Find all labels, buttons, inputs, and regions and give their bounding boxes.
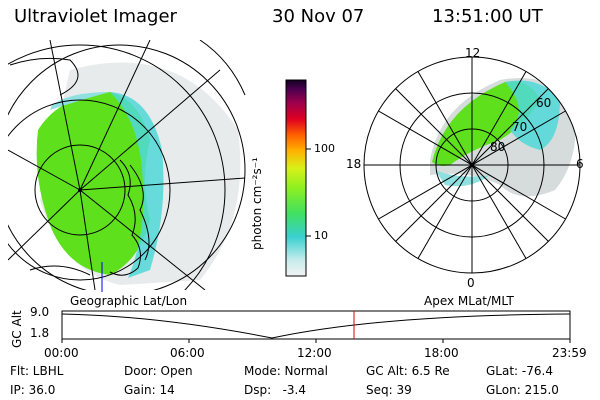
glat-info: GLat: -76.4 <box>486 364 553 378</box>
mlt-label-18: 18 <box>346 157 362 171</box>
lat-label-80: 80 <box>490 140 506 154</box>
mode-info: Mode: Normal <box>244 364 328 378</box>
timeline-xtick-0000: 00:00 <box>44 346 79 360</box>
door-info: Door: Open <box>124 364 193 378</box>
time-label: 13:51:00 UT <box>432 6 543 27</box>
instrument-title: Ultraviolet Imager <box>14 6 177 27</box>
ip-info: IP: 36.0 <box>10 383 56 397</box>
timeline-ytick-min: 1.8 <box>30 326 50 340</box>
timeline-xtick-0600: 06:00 <box>170 346 205 360</box>
filter-info: Flt: LBHL <box>10 364 64 378</box>
timeline-ytick-max: 9.0 <box>30 305 50 319</box>
glon-info: GLon: 215.0 <box>486 383 559 397</box>
auroral-oval <box>432 81 540 166</box>
altitude-curve <box>61 313 571 339</box>
colorbar <box>285 79 307 277</box>
polar-plot <box>430 78 576 197</box>
date-label: 30 Nov 07 <box>272 6 365 27</box>
gain-info: Gain: 14 <box>124 383 175 397</box>
seq-info: Seq: 39 <box>366 383 412 397</box>
mlt-label-12: 12 <box>465 46 481 60</box>
colorbar-tick-100: 100 <box>314 142 335 155</box>
timeline-xtick-1800: 18:00 <box>424 346 459 360</box>
geographic-map <box>8 40 246 290</box>
colorbar-tick-10: 10 <box>314 229 328 242</box>
geographic-panel-label: Geographic Lat/Lon <box>70 294 188 308</box>
aurora-region <box>36 92 150 275</box>
apex-panel-label: Apex MLat/MLT <box>424 294 514 308</box>
lat-label-60: 60 <box>536 96 552 110</box>
dsp-info: Dsp: -3.4 <box>244 383 307 397</box>
mlt-label-0: 0 <box>467 276 475 290</box>
timeline-ylabel: GC Alt <box>10 310 24 348</box>
mlt-label-6: 6 <box>576 157 584 171</box>
lat-label-70: 70 <box>512 120 528 134</box>
timeline-xtick-1200: 12:00 <box>297 346 332 360</box>
gc-alt-info: GC Alt: 6.5 Re <box>366 364 450 378</box>
colorbar-label: photon cm⁻²s⁻¹ <box>250 157 264 250</box>
timeline-xtick-2359: 23:59 <box>552 346 587 360</box>
